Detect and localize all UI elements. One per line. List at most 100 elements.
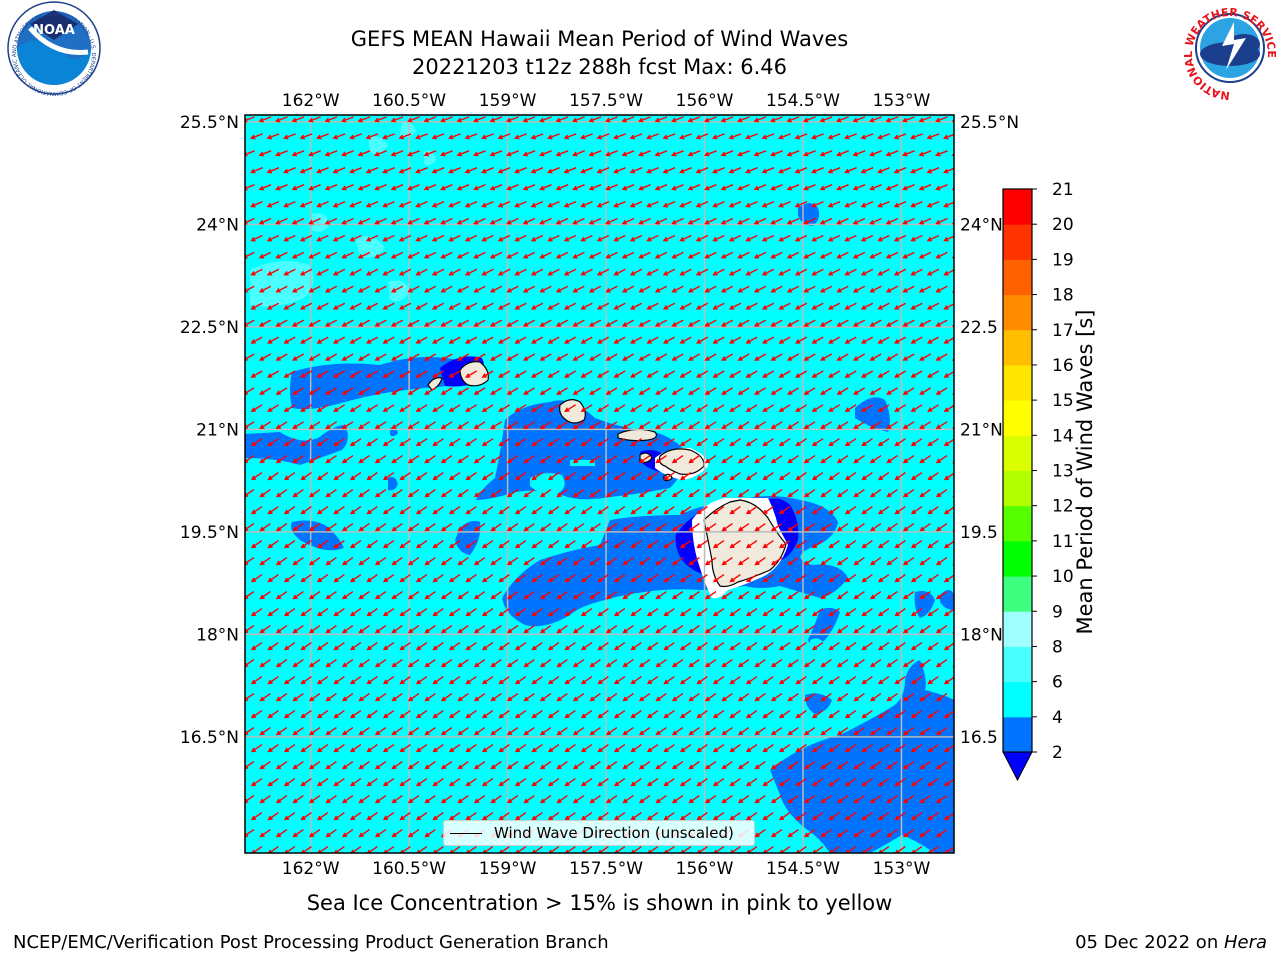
wave-arrow-239 bbox=[596, 200, 610, 208]
wave-arrow-1184 bbox=[399, 574, 411, 583]
wave-arrow-656 bbox=[300, 370, 313, 378]
wave-arrow-1837 bbox=[407, 829, 420, 838]
wave-arrow-1041 bbox=[910, 506, 923, 515]
wave-arrow-1039 bbox=[877, 506, 890, 515]
wave-arrow-1804 bbox=[580, 812, 593, 821]
wave-arrow-31 bbox=[753, 116, 767, 123]
wave-arrow-1429 bbox=[853, 659, 865, 668]
wave-arrow-632 bbox=[622, 353, 635, 361]
wave-arrow-114 bbox=[687, 150, 701, 157]
wave-arrow-1265 bbox=[300, 608, 312, 617]
wave-arrow-1470 bbox=[811, 676, 824, 685]
wave-arrow-1292 bbox=[745, 608, 758, 617]
wave-arrow-845 bbox=[547, 438, 560, 447]
wave-arrow-627 bbox=[539, 353, 552, 361]
wave-arrow-6 bbox=[341, 116, 354, 123]
wave-arrow-453 bbox=[539, 285, 552, 293]
wave-arrow-559 bbox=[852, 319, 866, 327]
wave-arrow-1346 bbox=[919, 625, 931, 634]
wave-arrow-897 bbox=[688, 455, 700, 464]
wave-arrow-455 bbox=[572, 285, 585, 293]
wave-arrow-1341 bbox=[836, 625, 849, 634]
wave-arrow-1176 bbox=[267, 574, 279, 583]
wave-arrow-177 bbox=[291, 184, 305, 191]
wave-arrow-1821 bbox=[861, 812, 873, 821]
wave-arrow-1147 bbox=[506, 557, 519, 566]
wave-arrow-1742 bbox=[275, 795, 288, 804]
wave-arrow-370 bbox=[605, 251, 618, 259]
wave-arrow-175 bbox=[258, 184, 272, 191]
wave-arrow-492 bbox=[464, 302, 478, 310]
wave-arrow-644 bbox=[820, 353, 833, 361]
wave-arrow-950 bbox=[844, 472, 857, 481]
wave-arrow-542 bbox=[572, 319, 585, 327]
wave-arrow-513 bbox=[811, 302, 824, 310]
wave-arrow-620 bbox=[424, 353, 437, 361]
wave-arrow-991 bbox=[803, 489, 816, 498]
footer-host: Hera bbox=[1223, 932, 1267, 953]
lon-tick-bottom-1: 160.5°W bbox=[372, 859, 446, 879]
wave-arrow-89 bbox=[275, 150, 288, 157]
wave-arrow-368 bbox=[572, 251, 585, 259]
wave-arrow-1075 bbox=[754, 523, 766, 532]
wave-arrow-221 bbox=[299, 200, 313, 208]
wave-arrow-5 bbox=[324, 116, 338, 123]
wave-arrow-498 bbox=[563, 302, 577, 310]
wave-arrow-1119 bbox=[762, 540, 774, 549]
wave-arrow-1434 bbox=[935, 659, 948, 668]
wave-arrow-835 bbox=[382, 438, 395, 447]
wave-arrow-774 bbox=[811, 404, 824, 412]
wave-arrow-12 bbox=[440, 116, 453, 123]
wave-arrow-1474 bbox=[877, 676, 890, 685]
wave-arrow-708 bbox=[440, 387, 453, 395]
wave-arrow-137 bbox=[349, 167, 362, 174]
wave-arrow-535 bbox=[456, 319, 470, 327]
wave-arrow-665 bbox=[448, 370, 461, 378]
wave-arrow-506 bbox=[695, 302, 709, 310]
wave-arrow-1057 bbox=[457, 523, 469, 532]
wave-arrow-2 bbox=[275, 116, 288, 123]
wave-arrow-724 bbox=[704, 387, 717, 395]
wave-arrow-1263 bbox=[267, 608, 279, 617]
wave-arrow-1718 bbox=[597, 778, 609, 787]
wave-arrow-654 bbox=[267, 370, 280, 378]
wave-arrow-807 bbox=[638, 421, 651, 429]
wave-arrow-466 bbox=[753, 285, 767, 293]
wave-arrow-728 bbox=[770, 387, 783, 395]
wave-arrow-1699 bbox=[283, 778, 296, 787]
wave-arrow-888 bbox=[539, 455, 552, 464]
wave-arrow-862 bbox=[828, 438, 840, 447]
wave-arrow-364 bbox=[506, 251, 519, 259]
wave-arrow-1143 bbox=[440, 557, 453, 566]
wave-arrow-1283 bbox=[597, 608, 609, 617]
colorbar-tick-label-16: 21 bbox=[1052, 180, 1074, 200]
wave-arrow-962 bbox=[325, 489, 337, 498]
wave-arrow-1404 bbox=[440, 659, 453, 668]
wave-arrow-1339 bbox=[803, 625, 816, 634]
colorbar-segment-13 bbox=[1003, 259, 1032, 296]
wave-arrow-1721 bbox=[646, 778, 659, 787]
wave-arrow-730 bbox=[803, 387, 816, 395]
wave-arrow-1445 bbox=[399, 676, 411, 685]
wave-arrow-589 bbox=[630, 336, 643, 344]
wave-arrow-1356 bbox=[366, 642, 378, 651]
wave-arrow-1138 bbox=[358, 557, 370, 566]
wave-arrow-1484 bbox=[325, 693, 337, 702]
wave-arrow-296 bbox=[819, 217, 833, 225]
wave-arrow-204 bbox=[737, 184, 750, 191]
wave-arrow-1720 bbox=[630, 778, 642, 787]
wave-arrow-584 bbox=[547, 336, 560, 344]
wave-arrow-1688 bbox=[820, 761, 832, 770]
wave-arrow-1101 bbox=[465, 540, 477, 549]
wave-arrow-894 bbox=[638, 455, 651, 464]
wave-arrow-310 bbox=[332, 234, 346, 242]
wave-arrow-212 bbox=[869, 184, 882, 191]
wave-arrow-1255 bbox=[853, 591, 865, 600]
wave-arrow-1037 bbox=[844, 506, 857, 515]
colorbar-tick-label-6: 11 bbox=[1052, 532, 1074, 552]
wave-arrow-705 bbox=[391, 387, 403, 395]
wave-arrow-224 bbox=[349, 200, 362, 208]
wave-arrow-1820 bbox=[844, 812, 857, 821]
wave-arrow-680 bbox=[696, 370, 709, 378]
wave-arrow-476 bbox=[918, 285, 932, 293]
